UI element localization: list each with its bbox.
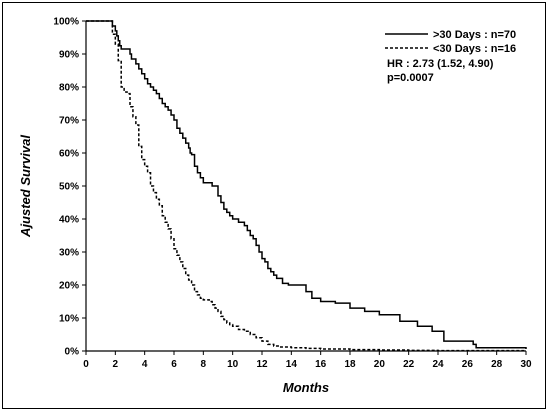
x-tick-label: 2: [113, 359, 119, 370]
legend-label-series-2: <30 Days : n=16: [433, 43, 516, 55]
x-tick-label: 24: [432, 359, 444, 370]
x-tick-label: 26: [462, 359, 474, 370]
y-tick-label: 20%: [59, 281, 79, 292]
y-tick-label: 10%: [59, 314, 79, 325]
p-value-annotation: p=0.0007: [387, 72, 434, 84]
x-tick-label: 4: [142, 359, 148, 370]
x-tick-label: 18: [344, 359, 356, 370]
x-axis-title: Months: [283, 380, 329, 395]
series-group: [86, 20, 527, 352]
series-line-1: [86, 20, 527, 350]
y-tick-label: 30%: [59, 248, 79, 259]
x-tick-label: 20: [374, 359, 386, 370]
x-tick-label: 16: [315, 359, 327, 370]
x-tick-label: 0: [83, 359, 89, 370]
y-axis-title: Ajusted Survival: [18, 135, 33, 238]
y-tick-label: 100%: [53, 17, 79, 28]
legend-label-series-1: >30 Days : n=70: [433, 29, 516, 41]
x-ticks: 0 2 4 6 8 10 12 14 16 18 20 22 24 26 28 30: [83, 351, 532, 370]
y-tick-label: 40%: [59, 215, 79, 226]
y-tick-label: 90%: [59, 50, 79, 61]
x-tick-label: 30: [520, 359, 532, 370]
x-tick-label: 28: [491, 359, 503, 370]
series-line-2: [86, 20, 527, 352]
x-tick-label: 22: [403, 359, 415, 370]
hazard-ratio-annotation: HR : 2.73 (1.52, 4.90): [387, 58, 494, 70]
x-tick-label: 14: [286, 359, 298, 370]
legend: >30 Days : n=70 <30 Days : n=16 HR : 2.7…: [385, 29, 516, 84]
y-ticks: 0% 10% 20% 30% 40% 50% 60% 70% 80% 90% 100%: [53, 17, 86, 358]
x-tick-label: 12: [256, 359, 268, 370]
y-tick-label: 80%: [59, 83, 79, 94]
x-tick-label: 6: [171, 359, 177, 370]
y-tick-label: 70%: [59, 116, 79, 127]
y-tick-label: 60%: [59, 149, 79, 160]
x-tick-label: 8: [201, 359, 207, 370]
x-tick-label: 10: [227, 359, 239, 370]
y-tick-label: 50%: [59, 182, 79, 193]
y-tick-label: 0%: [65, 347, 80, 358]
